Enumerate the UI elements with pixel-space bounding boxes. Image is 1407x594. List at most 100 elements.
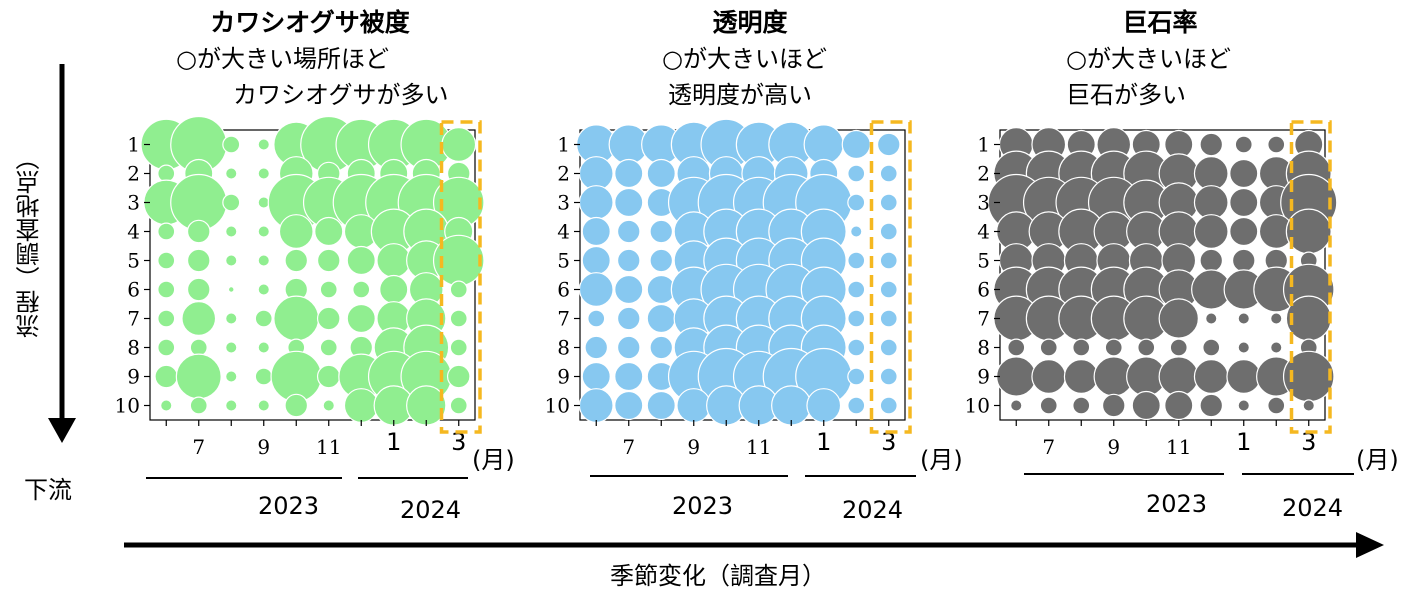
bubble: [847, 251, 866, 270]
bubble: [614, 390, 644, 421]
bubble: [157, 222, 176, 241]
y-tick-label: 8: [977, 336, 990, 360]
y-tick-label: 9: [557, 365, 570, 389]
bubble: [157, 338, 176, 357]
bubble: [879, 396, 898, 415]
bubble: [1158, 298, 1199, 339]
bubble: [1270, 312, 1283, 325]
bubble: [449, 280, 468, 299]
bubble: [1202, 338, 1221, 357]
panel3-note-line1: ○が大きいほど: [1066, 45, 1231, 73]
bubble: [257, 225, 270, 238]
bubble: [879, 193, 898, 212]
y-tick-label: 8: [557, 336, 570, 360]
bubble: [1229, 187, 1259, 218]
bubble: [352, 280, 371, 299]
bubble: [446, 364, 471, 389]
year-2024-label-3: 2024: [1282, 494, 1344, 522]
bubble: [1237, 312, 1250, 325]
bubble: [181, 301, 217, 336]
x-tick-label: 1: [816, 428, 831, 456]
bubble: [257, 283, 270, 296]
highlight-box-march-2024: [1289, 120, 1332, 434]
x-tick-label: 11: [316, 435, 341, 459]
x-axis-label: 季節変化（調査月）: [610, 562, 826, 590]
highlight-box-march-2024: [869, 120, 912, 434]
bubble: [616, 335, 641, 360]
y-tick-label: 5: [127, 249, 140, 273]
bubble: [186, 277, 211, 302]
bubble: [584, 335, 609, 360]
bubble: [1237, 399, 1250, 412]
y-tick-label: 4: [977, 220, 990, 244]
bubble: [225, 341, 238, 354]
month-unit-label-1: (月): [472, 446, 515, 474]
season-arrow-head: [1356, 532, 1384, 558]
y-tick-label: 10: [545, 394, 570, 418]
bubble: [1010, 399, 1023, 412]
year-2024-label-1: 2024: [400, 496, 462, 524]
bubble: [879, 164, 898, 183]
bubble: [319, 338, 338, 357]
bubble: [319, 280, 338, 299]
bubble: [646, 390, 676, 421]
bubble: [876, 132, 901, 157]
bubble: [257, 167, 270, 180]
y-tick-label: 2: [977, 162, 990, 186]
x-tick-label: 11: [1166, 435, 1191, 459]
year-2024-label-2: 2024: [842, 496, 904, 524]
y-tick-label: 4: [557, 220, 570, 244]
bubble: [346, 245, 376, 276]
bubble: [254, 309, 273, 328]
panel1-note-line1: ○が大きい場所ほど: [176, 45, 389, 73]
bubble: [614, 361, 644, 392]
bubble: [879, 309, 898, 328]
bubble: [1072, 338, 1091, 357]
x-tick-label: 3: [451, 428, 466, 456]
y-tick-label: 1: [557, 133, 570, 157]
bubble: [1270, 341, 1283, 354]
downstream-arrow-head: [48, 418, 76, 443]
y-tick-label: 7: [977, 307, 990, 331]
y-tick-label: 5: [977, 249, 990, 273]
bubble: [1267, 396, 1286, 415]
bubble: [649, 335, 674, 360]
x-tick-label: 1: [386, 428, 401, 456]
bubble: [1007, 338, 1026, 357]
bubble: [1199, 132, 1224, 157]
y-tick-label: 1: [977, 133, 990, 157]
x-tick-label: 7: [622, 435, 635, 459]
bubble: [284, 393, 309, 418]
panel1-note-line2: カワシオグサが多い: [233, 81, 449, 109]
bubble: [649, 219, 674, 244]
bubble: [160, 399, 173, 412]
y-tick-label: 7: [557, 307, 570, 331]
bubble: [1302, 399, 1315, 412]
bubble: [225, 225, 238, 238]
bubble: [847, 367, 866, 386]
bubble: [225, 167, 238, 180]
bubble: [847, 280, 866, 299]
bubble: [879, 338, 898, 357]
bubble: [1234, 135, 1253, 154]
year-2023-label-3: 2023: [1146, 490, 1208, 518]
bubble: [222, 135, 241, 154]
bubble: [225, 254, 238, 267]
x-tick-label: 9: [257, 435, 270, 459]
bubble: [616, 219, 641, 244]
bubble: [449, 338, 468, 357]
bubble: [879, 251, 898, 270]
bubble: [847, 164, 866, 183]
panel2-note-line2: 透明度が高い: [668, 81, 812, 109]
bubble: [225, 312, 238, 325]
bubble: [316, 248, 341, 273]
bubble: [1101, 393, 1126, 418]
bubble: [1169, 338, 1188, 357]
bubble: [284, 248, 309, 273]
month-unit-label-3: (月): [1356, 446, 1399, 474]
bubble: [1229, 216, 1259, 247]
bubble: [1229, 158, 1259, 189]
